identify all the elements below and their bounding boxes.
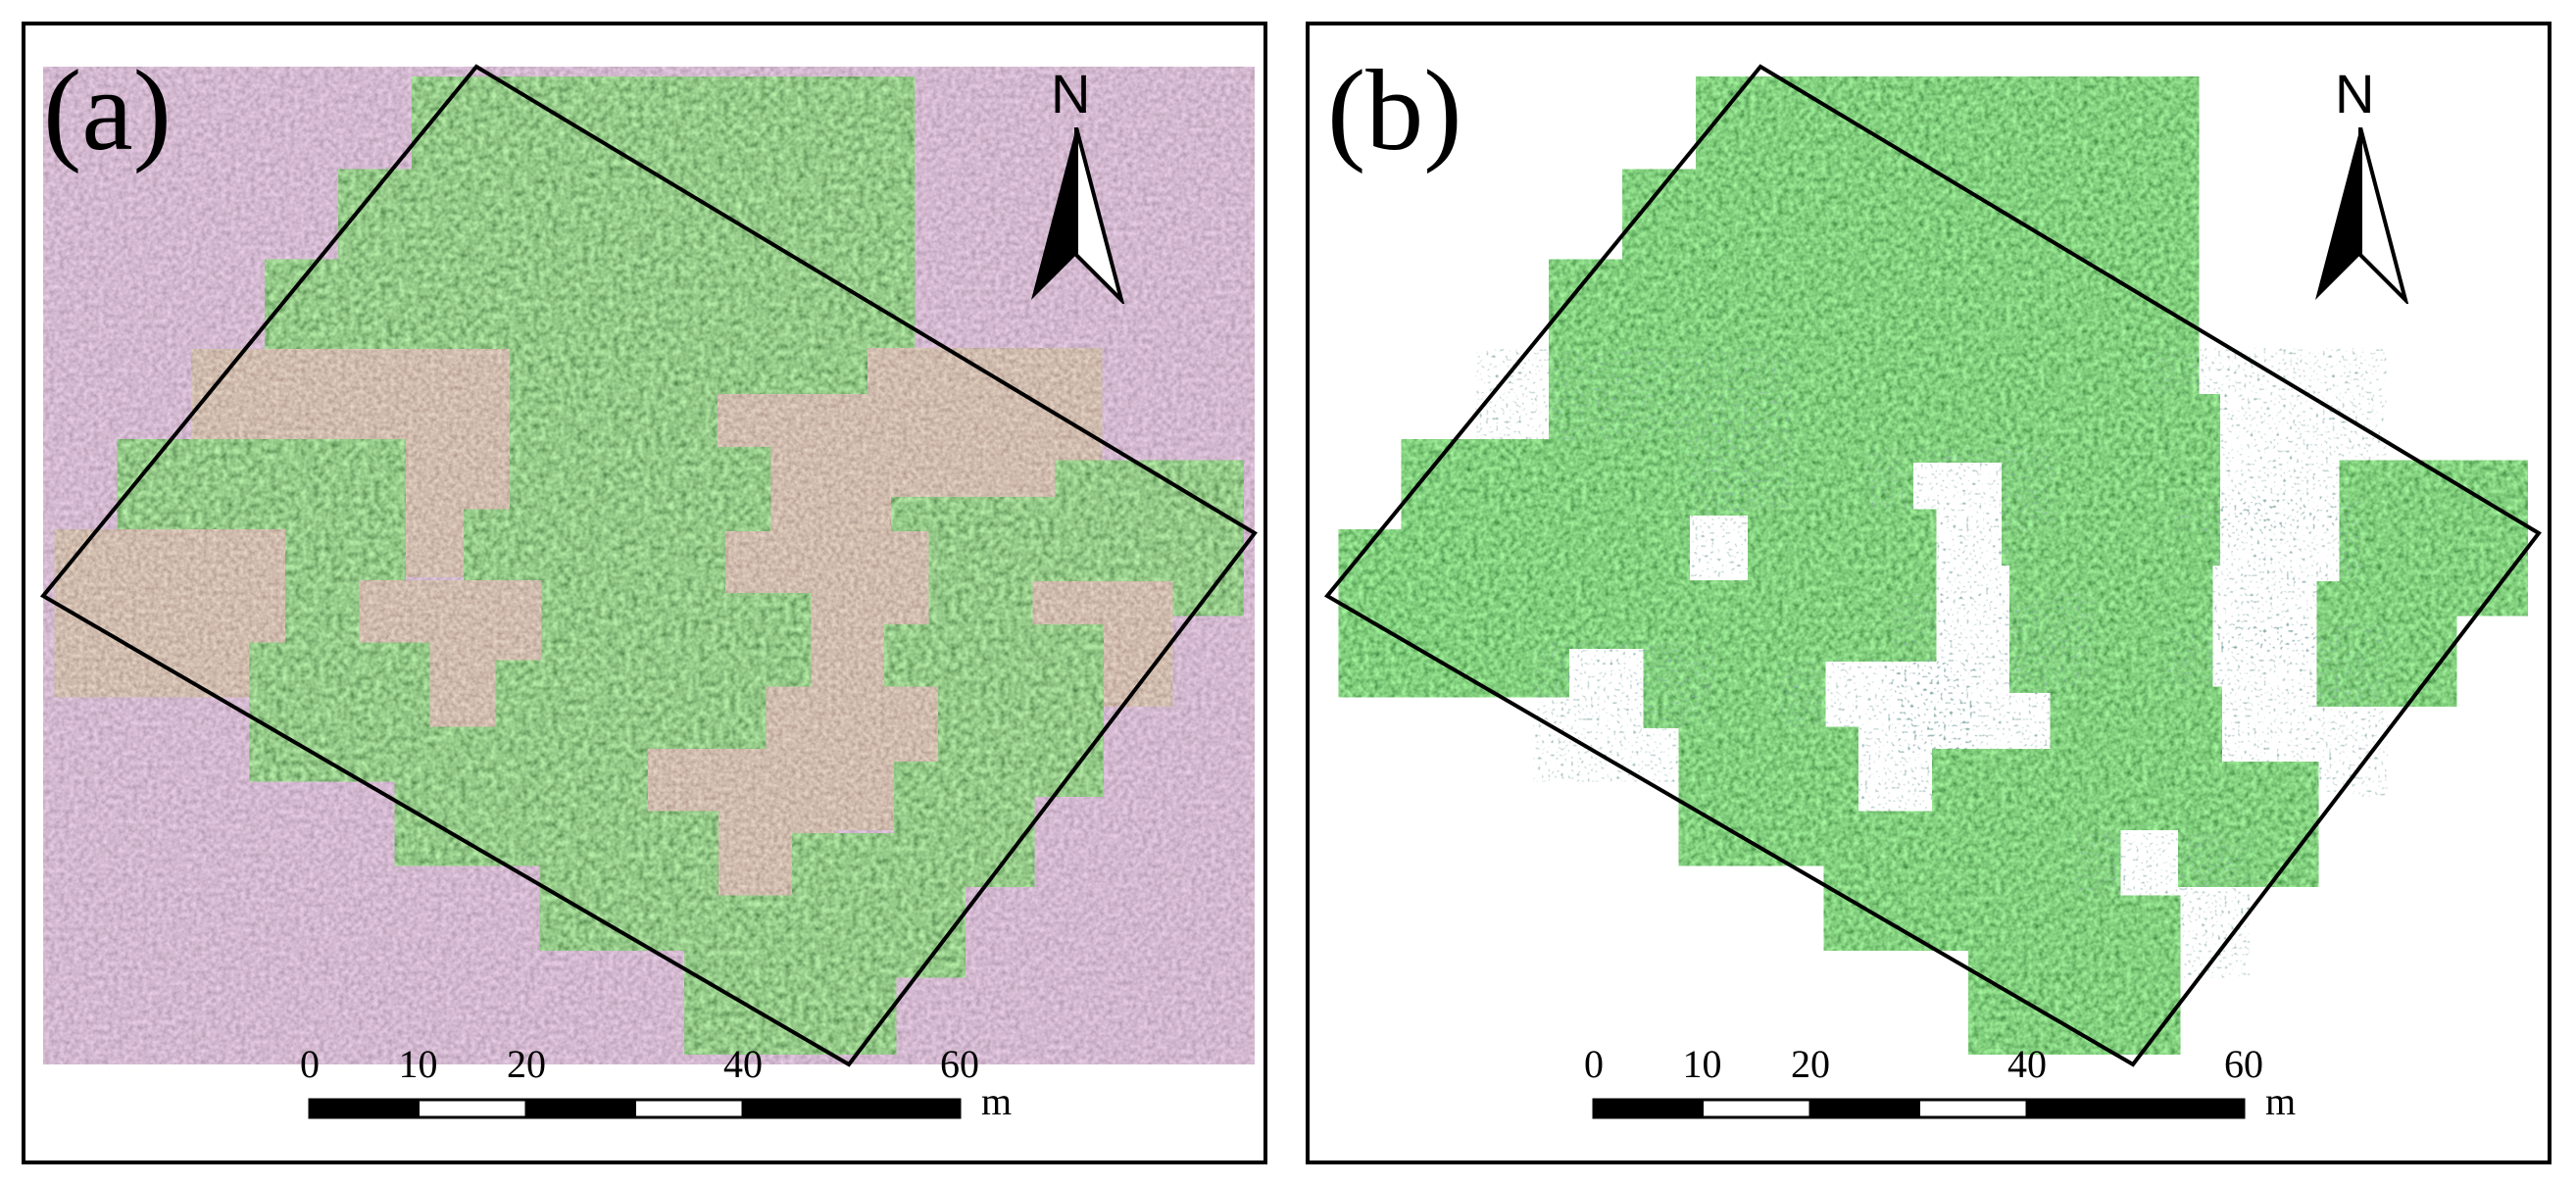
- field-plot: [394, 726, 574, 866]
- field-plot: [117, 439, 406, 649]
- scale-tick-label: 0: [300, 1042, 320, 1086]
- scale-segment: [741, 1098, 962, 1119]
- field-plot: [2339, 460, 2528, 617]
- field-plot: [1338, 529, 1569, 698]
- field-plot: [867, 348, 1103, 531]
- field-plot: [338, 169, 764, 463]
- north-label: N: [2335, 63, 2375, 124]
- field-plot: [1748, 509, 1937, 662]
- field-plot: [2316, 581, 2457, 707]
- field-plot: [2002, 394, 2220, 566]
- field-plot: [1932, 749, 2121, 902]
- field-plot: [464, 509, 653, 662]
- scale-bar-graphic: [308, 1098, 962, 1119]
- panel-label-b: (b): [1327, 46, 1462, 174]
- field-plot: [718, 394, 936, 566]
- north-arrow-icon: [2315, 127, 2409, 304]
- scale-tick-label: 20: [1791, 1042, 1830, 1086]
- scale-segment: [2025, 1098, 2246, 1119]
- field-plot: [884, 624, 1104, 797]
- scale-unit-label: m: [2265, 1079, 2297, 1123]
- scale-tick-label: 20: [507, 1042, 546, 1086]
- scale-segment: [1917, 1098, 2029, 1119]
- panel-a: (a) N 0 10 20 40 60 m: [22, 22, 1267, 1164]
- field-vegetation: [1323, 64, 2542, 1067]
- field-plot: [249, 642, 430, 782]
- field-plot: [583, 447, 771, 600]
- field-plot: [1055, 460, 1244, 617]
- field-boundary: [39, 64, 1258, 1067]
- field-plot: [1823, 811, 2003, 951]
- field-boundary: [1323, 64, 2542, 1067]
- panel-label-a: (a): [43, 46, 172, 174]
- field-orthomosaic: [39, 64, 1258, 1067]
- field-plot: [359, 580, 542, 728]
- field-plot: [607, 593, 812, 756]
- scale-tick-label: 10: [1682, 1042, 1722, 1086]
- scale-segment: [308, 1098, 420, 1119]
- north-arrow-icon: [1031, 127, 1125, 304]
- field-plot: [891, 497, 1077, 650]
- field-plot: [1549, 259, 1913, 516]
- scale-tick-label: 60: [940, 1042, 979, 1086]
- scale-unit-label: m: [981, 1079, 1013, 1123]
- field-plot: [265, 259, 629, 516]
- scale-tick-label: 60: [2224, 1042, 2263, 1086]
- scale-segment: [1808, 1098, 1920, 1119]
- field-plot: [54, 529, 286, 698]
- field-plot: [191, 349, 510, 577]
- field-plot: [495, 660, 693, 817]
- field-plot: [792, 833, 966, 978]
- field-plot: [539, 811, 718, 951]
- field-plot: [1032, 581, 1173, 707]
- field-plot: [648, 749, 837, 902]
- scale-segment: [417, 1098, 528, 1119]
- panel-b: (b) N 0 10 20 40 60 m: [1306, 22, 2551, 1164]
- scale-tick-label: 10: [398, 1042, 438, 1086]
- field-plot: [2009, 531, 2213, 693]
- scale-bar-graphic: [1592, 1098, 2246, 1119]
- field-plot: [684, 895, 897, 1055]
- field-plot: [1401, 439, 1690, 649]
- field-plot: [1622, 169, 2048, 463]
- north-label: N: [1051, 63, 1091, 124]
- field-plot: [894, 762, 1035, 887]
- scale-segment: [633, 1098, 745, 1119]
- scale-segment: [1592, 1098, 1704, 1119]
- field-plot: [2178, 762, 2319, 887]
- field-plot: [725, 531, 929, 693]
- scale-segment: [1701, 1098, 1812, 1119]
- scale-tick-label: 40: [723, 1042, 763, 1086]
- field-plot: [766, 686, 938, 830]
- field-plot: [1968, 895, 2181, 1055]
- scale-tick-label: 40: [2007, 1042, 2047, 1086]
- scale-segment: [524, 1098, 636, 1119]
- field-plot: [412, 76, 916, 420]
- scale-tick-label: 0: [1584, 1042, 1604, 1086]
- field-plot: [2050, 686, 2222, 830]
- field-plot: [1678, 726, 1858, 866]
- field-plot: [1696, 76, 2200, 420]
- field-plot: [1643, 580, 1826, 728]
